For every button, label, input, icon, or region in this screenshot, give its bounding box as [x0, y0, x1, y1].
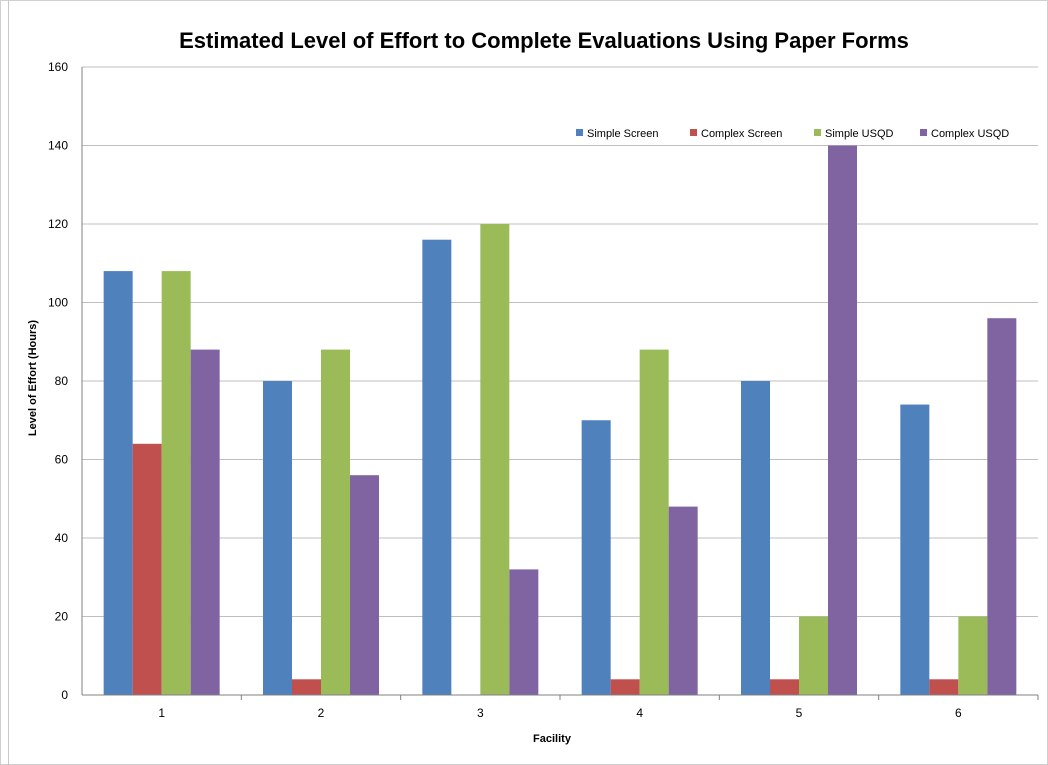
bars [103, 145, 1017, 695]
bar-complex-usqd-facility-2 [350, 475, 379, 695]
bar-simple-usqd-facility-3 [480, 224, 510, 695]
bar-simple-screen-facility-5 [741, 381, 770, 695]
left-border-line [8, 0, 9, 765]
bar-simple-screen-facility-3 [422, 239, 452, 695]
bar-simple-usqd-facility-6 [958, 616, 988, 695]
bar-complex-usqd-facility-3 [509, 569, 539, 695]
bar-simple-screen-facility-6 [900, 404, 930, 695]
bar-complex-screen-facility-4 [610, 679, 640, 695]
y-tick-label: 160 [48, 60, 68, 74]
legend-label: Complex Screen [701, 128, 782, 140]
y-tick-label: 100 [48, 296, 68, 310]
bar-simple-screen-facility-1 [103, 271, 133, 695]
bar-complex-usqd-facility-6 [987, 318, 1017, 695]
y-tick-label: 60 [55, 453, 69, 467]
bar-simple-usqd-facility-5 [799, 616, 828, 695]
x-tick-label: 5 [796, 706, 803, 720]
bar-complex-screen-facility-1 [132, 443, 162, 695]
x-tick-label: 4 [636, 706, 643, 720]
bar-complex-usqd-facility-5 [828, 145, 857, 695]
bar-complex-usqd-facility-1 [190, 349, 220, 695]
legend-label: Simple Screen [587, 128, 659, 140]
gridlines [82, 66, 1038, 617]
y-tick-label: 140 [48, 139, 68, 153]
bar-complex-screen-facility-2 [292, 679, 321, 695]
y-axis-tick-labels: 0 20 40 60 80 100 120 140 160 [48, 60, 68, 702]
bar-simple-usqd-facility-2 [321, 349, 350, 695]
x-axis [81, 67, 1039, 700]
bar-complex-screen-facility-6 [929, 679, 959, 695]
legend-label: Simple USQD [825, 128, 894, 140]
bar-simple-screen-facility-4 [581, 420, 611, 695]
y-tick-label: 0 [61, 688, 68, 702]
y-axis-title: Level of Effort (Hours) [27, 320, 39, 436]
bar-complex-usqd-facility-4 [668, 506, 698, 695]
x-tick-label: 2 [318, 706, 325, 720]
y-tick-label: 80 [55, 374, 69, 388]
bar-simple-usqd-facility-4 [639, 349, 669, 695]
legend-swatch [920, 129, 927, 136]
y-tick-label: 120 [48, 217, 68, 231]
x-tick-label: 3 [477, 706, 484, 720]
legend-label: Complex USQD [931, 128, 1009, 140]
legend: Simple Screen Complex Screen Simple USQD Co… [576, 128, 1009, 140]
chart-title: Estimated Level of Effort to Complete Ev… [179, 28, 909, 53]
bar-complex-screen-facility-5 [770, 679, 799, 695]
y-tick-label: 20 [55, 610, 69, 624]
x-tick-label: 1 [158, 706, 165, 720]
y-tick-label: 40 [55, 531, 69, 545]
x-axis-tick-labels: 1 2 3 4 5 6 [158, 706, 962, 720]
x-tick-label: 6 [955, 706, 962, 720]
bar-simple-usqd-facility-1 [161, 271, 191, 695]
bar-simple-screen-facility-2 [263, 381, 292, 695]
legend-swatch [690, 129, 697, 136]
x-axis-title: Facility [533, 733, 572, 745]
legend-swatch [814, 129, 821, 136]
legend-swatch [576, 129, 583, 136]
